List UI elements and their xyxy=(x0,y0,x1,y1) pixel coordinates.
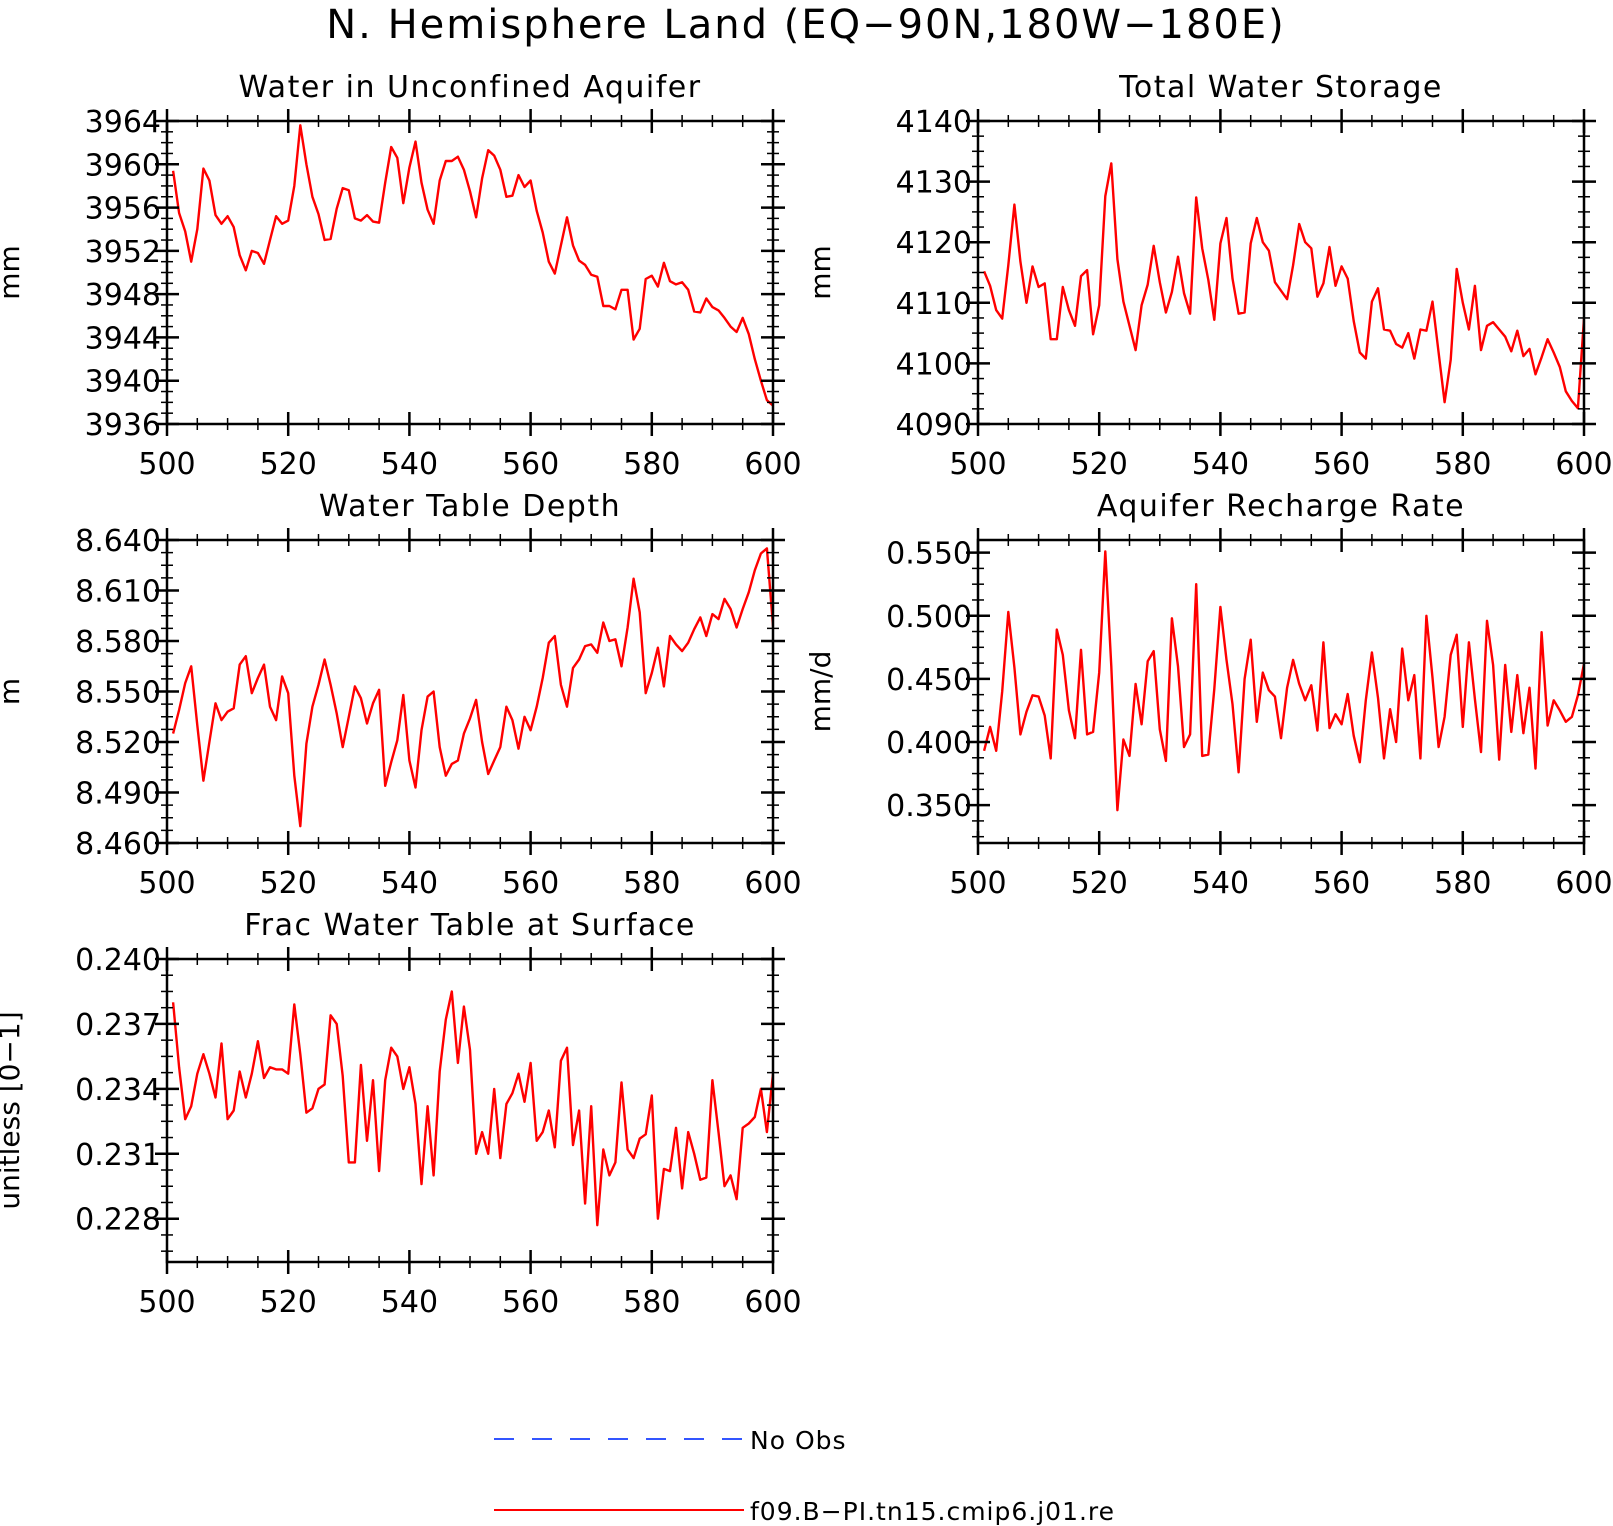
y-tick-label: 0.350 xyxy=(886,789,972,824)
chart-panel-5: Frac Water Table at Surface unitless [0−1… xyxy=(0,908,802,1320)
y-tick-label: 8.610 xyxy=(75,575,161,610)
y-tick-label: 0.450 xyxy=(886,663,972,698)
x-tick-label: 580 xyxy=(623,1285,680,1320)
plot-frame xyxy=(165,957,775,1264)
y-tick-label: 0.550 xyxy=(886,537,972,572)
x-tick-label: 580 xyxy=(1434,866,1491,901)
x-tick-label: 600 xyxy=(1555,866,1612,901)
x-tick-label: 540 xyxy=(381,1285,438,1320)
x-tick-label: 560 xyxy=(502,1285,559,1320)
y-tick-label: 8.520 xyxy=(75,726,161,761)
x-tick-label: 580 xyxy=(1434,447,1491,482)
series-line-1 xyxy=(982,550,1584,812)
x-tick-label: 520 xyxy=(1071,447,1128,482)
y-tick-label: 3960 xyxy=(85,148,161,183)
y-tick-label: 0.228 xyxy=(75,1203,161,1238)
legend: No Obs f09.B−PI.tn15.cmip6.j01.re xyxy=(494,1426,1115,1526)
x-tick-label: 540 xyxy=(381,447,438,482)
x-tick-label: 500 xyxy=(138,866,195,901)
y-tick-label: 0.231 xyxy=(75,1138,161,1173)
y-tick-label: 3940 xyxy=(85,365,161,400)
x-tick-label: 580 xyxy=(623,866,680,901)
series-line-1 xyxy=(171,547,773,828)
y-tick-label: 8.640 xyxy=(75,524,161,559)
x-tick-label: 540 xyxy=(1192,447,1249,482)
y-tick-label: 4140 xyxy=(896,105,972,140)
x-tick-label: 600 xyxy=(744,866,801,901)
panel-title: Total Water Storage xyxy=(1118,70,1443,105)
series-line-1 xyxy=(171,990,773,1227)
panel-title: Frac Water Table at Surface xyxy=(244,908,696,943)
y-tick-label: 3936 xyxy=(85,408,161,443)
y-tick-label: 8.490 xyxy=(75,777,161,812)
y-tick-label: 4100 xyxy=(896,347,972,382)
y-tick-label: 4130 xyxy=(896,166,972,201)
series-line-1 xyxy=(171,124,773,407)
x-tick-label: 580 xyxy=(623,447,680,482)
y-tick-label: 4110 xyxy=(896,287,972,322)
y-tick-label: 0.240 xyxy=(75,943,161,978)
x-tick-label: 500 xyxy=(138,1285,195,1320)
series-line-1 xyxy=(982,162,1584,410)
y-tick-label: 8.580 xyxy=(75,625,161,660)
x-tick-label: 600 xyxy=(1555,447,1612,482)
x-tick-label: 500 xyxy=(138,447,195,482)
x-tick-label: 500 xyxy=(949,447,1006,482)
plot-frame xyxy=(165,538,775,845)
y-axis-label: mm xyxy=(0,245,26,300)
panel-title: Aquifer Recharge Rate xyxy=(1097,489,1465,524)
y-tick-label: 0.234 xyxy=(75,1073,161,1108)
x-tick-label: 520 xyxy=(260,1285,317,1320)
x-tick-label: 560 xyxy=(502,866,559,901)
y-tick-label: 0.237 xyxy=(75,1008,161,1043)
x-tick-label: 520 xyxy=(1071,866,1128,901)
y-tick-label: 0.500 xyxy=(886,600,972,635)
x-tick-label: 540 xyxy=(381,866,438,901)
x-tick-label: 500 xyxy=(949,866,1006,901)
legend-label-model: f09.B−PI.tn15.cmip6.j01.re xyxy=(750,1497,1115,1526)
y-axis-label: m xyxy=(0,678,26,705)
legend-label-no-obs: No Obs xyxy=(750,1426,847,1455)
chart-panel-4: Aquifer Recharge Rate mm/d 500 520 540 560 580… xyxy=(804,489,1613,901)
y-tick-label: 0.400 xyxy=(886,726,972,761)
panels: Water in Unconfined Aquifer mm 500 520 540 56… xyxy=(0,70,1613,1320)
figure-title: N. Hemisphere Land (EQ−90N,180W−180E) xyxy=(326,2,1286,48)
y-tick-label: 3956 xyxy=(85,192,161,227)
plot-frame xyxy=(165,119,775,426)
chart-panel-1: Water in Unconfined Aquifer mm 500 520 540 56… xyxy=(0,70,802,482)
x-tick-label: 560 xyxy=(502,447,559,482)
y-axis-label: unitless [0−1] xyxy=(0,1011,26,1209)
x-tick-label: 560 xyxy=(1313,447,1370,482)
y-tick-label: 3948 xyxy=(85,278,161,313)
plot-frame xyxy=(976,538,1586,845)
y-tick-label: 8.550 xyxy=(75,676,161,711)
x-tick-label: 540 xyxy=(1192,866,1249,901)
panel-title: Water in Unconfined Aquifer xyxy=(238,70,701,105)
y-axis-label: mm/d xyxy=(804,651,837,733)
y-tick-label: 4120 xyxy=(896,226,972,261)
chart-panel-3: Water Table Depth m 500 520 540 560 580 600 8.46… xyxy=(0,489,802,901)
chart-panel-2: Total Water Storage mm 500 520 540 560 580 600 4… xyxy=(804,70,1613,482)
x-tick-label: 560 xyxy=(1313,866,1370,901)
x-tick-label: 600 xyxy=(744,447,801,482)
x-tick-label: 520 xyxy=(260,447,317,482)
y-tick-label: 4090 xyxy=(896,408,972,443)
y-tick-label: 3944 xyxy=(85,321,161,356)
y-axis-label: mm xyxy=(804,245,837,300)
plot-frame xyxy=(976,119,1586,426)
y-tick-label: 3952 xyxy=(85,235,161,270)
x-tick-label: 520 xyxy=(260,866,317,901)
y-tick-label: 8.460 xyxy=(75,827,161,862)
y-tick-label: 3964 xyxy=(85,105,161,140)
x-tick-label: 600 xyxy=(744,1285,801,1320)
panel-title: Water Table Depth xyxy=(319,489,621,524)
